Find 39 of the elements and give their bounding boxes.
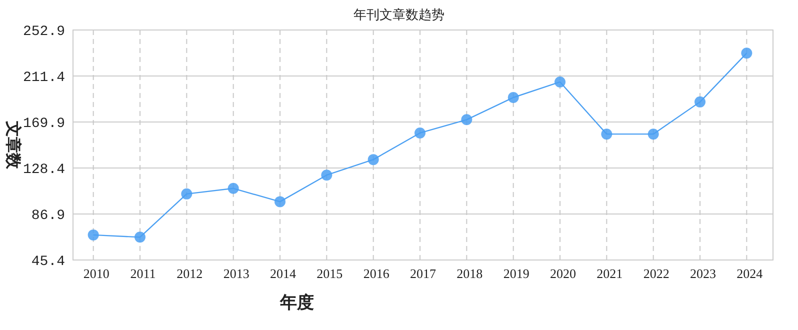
point xyxy=(601,128,612,140)
y-axis-title: 文章数 xyxy=(4,120,22,170)
point xyxy=(648,128,659,140)
x-axis-title: 年度 xyxy=(279,293,314,312)
point xyxy=(554,76,566,88)
x-tick-label: 2020 xyxy=(550,266,576,281)
x-tick-label: 2024 xyxy=(736,266,764,281)
x-tick-label: 2019 xyxy=(503,266,530,281)
x-tick-label: 2015 xyxy=(316,266,343,281)
point xyxy=(181,188,192,200)
x-tick-label: 2017 xyxy=(410,266,436,281)
point xyxy=(274,196,286,208)
point xyxy=(228,182,239,194)
x-tick-label: 2023 xyxy=(690,266,716,281)
y-tick-label: 86.9 xyxy=(31,208,65,224)
point xyxy=(88,229,99,240)
x-tick-label: 2012 xyxy=(176,266,203,281)
point xyxy=(134,232,146,243)
x-tick-label: 2011 xyxy=(130,266,156,281)
y-tick-label: 128.4 xyxy=(22,162,65,178)
chart-title: 年刊文章数趋势 xyxy=(354,7,444,22)
point xyxy=(321,170,332,181)
y-tick-label: 252.9 xyxy=(22,24,65,40)
point xyxy=(414,127,426,138)
point xyxy=(694,96,706,108)
y-tick-label: 45.4 xyxy=(31,254,65,270)
point xyxy=(741,48,752,59)
y-tick-label: 169.9 xyxy=(22,116,65,132)
x-tick-label: 2018 xyxy=(456,266,483,281)
x-tick-label: 2016 xyxy=(363,266,390,281)
y-tick-label: 211.4 xyxy=(22,70,65,86)
x-tick-label: 2021 xyxy=(596,266,623,281)
x-tick-label: 2010 xyxy=(83,266,110,281)
point xyxy=(368,154,379,166)
point xyxy=(461,114,472,126)
point xyxy=(508,92,519,104)
x-tick-label: 2022 xyxy=(643,266,670,281)
x-tick-label: 2013 xyxy=(223,266,250,281)
x-tick-label: 2014 xyxy=(270,266,296,281)
